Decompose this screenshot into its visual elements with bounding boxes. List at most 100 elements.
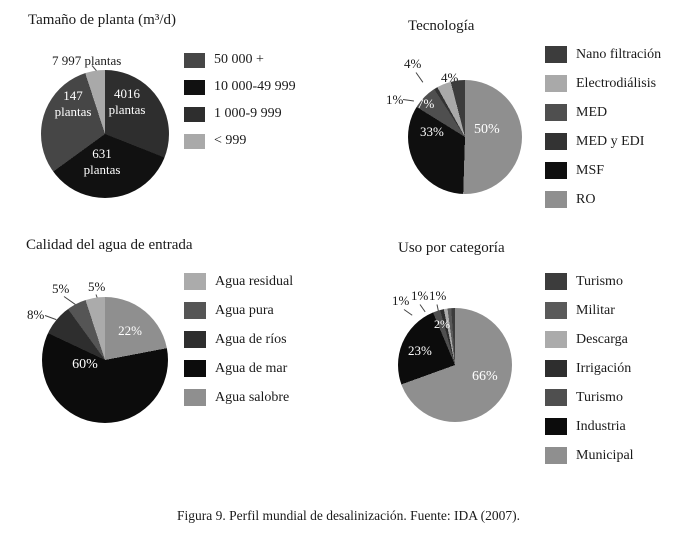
legend-item: Agua de mar [184,360,293,377]
legend-item: Industria [545,418,634,435]
pie-label-631: 631 plantas [72,146,132,177]
legend-item: Municipal [545,447,634,464]
legend-label: < 999 [214,133,247,148]
leader-line [403,309,413,316]
legend-item: < 999 [184,133,296,149]
legend-swatch [184,133,205,149]
legend-item: Militar [545,302,634,319]
pie-callout-8pct: 8% [27,307,45,322]
legend-label: Agua de mar [215,360,288,376]
legend-item: 1 000-9 999 [184,106,296,122]
legend-swatch [545,389,567,406]
leader-line [402,99,414,102]
legend-use-category: Turismo Militar Descarga Irrigación Turi… [545,273,634,476]
legend-swatch [545,302,567,319]
chart-feedwater-quality: Calidad del agua de entrada 5% 5% 8% 22%… [0,235,345,505]
legend-label: Descarga [576,331,628,347]
pie-label-147-unit: plantas [54,103,92,119]
legend-item: 10 000-49 999 [184,79,296,95]
legend-label: Industria [576,418,626,434]
legend-item: Agua pura [184,302,293,319]
pie-label-municipal: 66% [472,369,498,384]
pie-label-4016-unit: plantas [108,101,146,117]
legend-label: Agua de ríos [215,331,287,347]
chart-plant-size: Tamaño de planta (m³/d) 7 997 plantas 14… [0,0,345,232]
legend-label: Electrodiálisis [576,75,657,91]
chart-title-use: Uso por categoría [398,240,505,256]
legend-item: Descarga [545,331,634,348]
legend-label: Agua pura [215,302,274,318]
legend-item: Agua de ríos [184,331,293,348]
legend-swatch [545,133,567,150]
leader-line [44,315,57,321]
legend-item: Nano filtración [545,46,661,63]
pie-label-631-value: 631 [92,146,112,161]
legend-item: RO [545,191,661,208]
legend-item: 50 000 + [184,52,296,68]
pie-label-631-unit: plantas [83,161,121,177]
pie-callout-5pct-a: 5% [52,281,70,296]
legend-plant-size: 50 000 + 10 000-49 999 1 000-9 999 < 999 [184,52,296,160]
legend-swatch [545,418,567,435]
legend-item: Agua residual [184,273,293,290]
pie-use-category [398,308,512,422]
legend-item: MSF [545,162,661,179]
pie-label-ro: 50% [474,122,500,137]
legend-swatch [545,360,567,377]
legend-label: 50 000 + [214,52,264,67]
legend-label: Militar [576,302,615,318]
legend-label: Nano filtración [576,46,662,62]
pie-label-industria: 23% [408,343,432,358]
pie-technology [408,80,522,194]
legend-label: Turismo [576,389,623,405]
legend-label: Turismo [576,273,623,289]
legend-label: MED y EDI [576,133,645,149]
legend-technology: Nano filtración Electrodiálisis MED MED … [545,46,661,220]
pie-label-147-value: 147 [63,88,83,103]
pie-label-mar: 60% [72,357,98,372]
legend-swatch [184,360,206,377]
legend-swatch [184,79,205,95]
legend-swatch [184,389,206,406]
legend-swatch [545,331,567,348]
pie-callout-7997: 7 997 plantas [52,53,122,68]
legend-label: Irrigación [576,360,632,376]
pie-feedwater [42,297,168,423]
legend-item: MED [545,104,661,121]
chart-title-plant-size: Tamaño de planta (m³/d) [28,12,176,28]
leader-line [419,304,426,313]
legend-label: RO [576,191,596,207]
pie-label-4016-value: 4016 [114,86,140,101]
chart-technology: Tecnología 4% 4% 1% 7% 33% 50% Nano filt… [350,0,697,232]
pie-label-salobre: 22% [118,323,142,338]
pie-callout-1pct-a: 1% [392,293,410,308]
legend-swatch [184,52,205,68]
legend-item: Irrigación [545,360,634,377]
pie-label-med: 7% [417,96,435,111]
legend-label: Municipal [576,447,634,463]
leader-line [63,296,76,305]
legend-swatch [545,75,567,92]
pie-label-4016: 4016 plantas [99,86,155,117]
pie-callout-1pct: 1% [386,92,404,107]
legend-label: MED [576,104,608,120]
chart-title-technology: Tecnología [408,18,475,34]
legend-swatch [184,331,206,348]
pie-label-147: 147 plantas [47,88,99,119]
legend-label: Agua salobre [215,389,290,405]
legend-swatch [545,46,567,63]
legend-label: 1 000-9 999 [214,106,282,121]
legend-swatch [545,273,567,290]
pie-callout-1pct-b: 1% [411,288,429,303]
legend-swatch [184,106,205,122]
legend-item: MED y EDI [545,133,661,150]
legend-swatch [545,104,567,121]
figure-caption: Figura 9. Perfil mundial de desalinizaci… [176,508,521,523]
legend-swatch [545,447,567,464]
legend-label: 10 000-49 999 [214,79,296,94]
legend-item: Turismo [545,273,634,290]
pie-callout-4pct-a: 4% [404,56,422,71]
chart-use-category: Uso por categoría 1% 1% 1% 2% 23% 66% Tu… [350,235,697,505]
pie-callout-5pct-b: 5% [88,279,106,294]
